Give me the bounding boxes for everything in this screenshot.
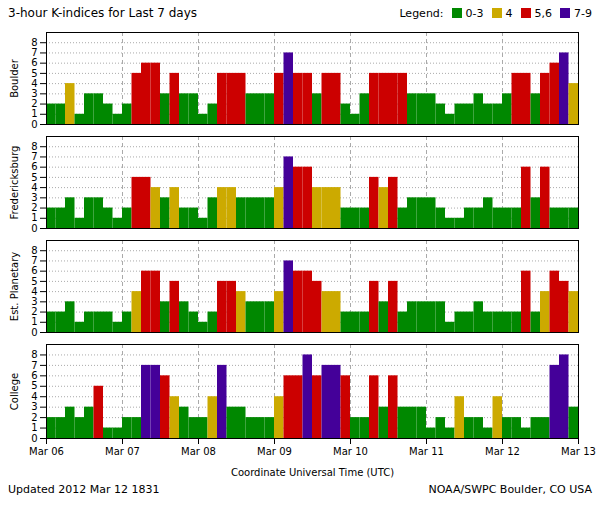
svg-text:6: 6: [31, 57, 37, 68]
svg-text:Mar 13: Mar 13: [561, 446, 596, 457]
svg-text:Coordinate Universal Time (UTC: Coordinate Universal Time (UTC): [231, 467, 394, 478]
svg-text:3: 3: [31, 88, 37, 99]
svg-text:8: 8: [31, 141, 37, 152]
svg-text:8: 8: [31, 245, 37, 256]
svg-text:4: 4: [31, 182, 37, 193]
svg-text:Est. Planetary: Est. Planetary: [9, 252, 20, 321]
html-text:7-9: 7-9: [574, 6, 592, 20]
svg-text:Boulder: Boulder: [9, 58, 20, 98]
svg-text:5: 5: [31, 276, 37, 287]
html-text:Legend:: Legend:: [399, 6, 444, 20]
svg-text:1: 1: [31, 422, 37, 433]
html-text:3-hour K-indices for Last 7 da: 3-hour K-indices for Last 7 days: [8, 6, 197, 20]
html-text:0-3: 0-3: [465, 6, 484, 20]
svg-text:3: 3: [31, 192, 37, 203]
svg-text:8: 8: [31, 37, 37, 48]
svg-text:5: 5: [31, 380, 37, 391]
svg-text:7: 7: [31, 47, 37, 58]
svg-text:2: 2: [31, 202, 37, 213]
svg-text:2: 2: [31, 412, 37, 423]
svg-text:4: 4: [31, 391, 37, 402]
svg-text:7: 7: [31, 151, 37, 162]
svg-text:Mar 11: Mar 11: [409, 446, 444, 457]
svg-text:College: College: [9, 373, 20, 410]
svg-text:6: 6: [31, 370, 37, 381]
svg-text:1: 1: [31, 108, 37, 119]
svg-text:4: 4: [31, 286, 37, 297]
svg-text:0: 0: [31, 327, 37, 338]
svg-text:0: 0: [31, 119, 37, 130]
svg-text:Mar 08: Mar 08: [181, 446, 216, 457]
html-text:Updated 2012 Mar 12 1831: Updated 2012 Mar 12 1831: [8, 482, 160, 496]
svg-text:1: 1: [31, 316, 37, 327]
svg-text:8: 8: [31, 349, 37, 360]
svg-text:Fredericksburg: Fredericksburg: [9, 146, 20, 220]
svg-text:Mar 07: Mar 07: [105, 446, 140, 457]
svg-text:5: 5: [31, 68, 37, 79]
svg-text:Mar 09: Mar 09: [257, 446, 292, 457]
html-text:NOAA/SWPC Boulder, CO USA: NOAA/SWPC Boulder, CO USA: [428, 482, 592, 496]
svg-text:7: 7: [31, 360, 37, 371]
svg-text:6: 6: [31, 265, 37, 276]
svg-text:7: 7: [31, 255, 37, 266]
svg-text:Mar 12: Mar 12: [485, 446, 520, 457]
svg-text:1: 1: [31, 212, 37, 223]
svg-text:3: 3: [31, 296, 37, 307]
svg-text:3: 3: [31, 401, 37, 412]
html-text:5,6: 5,6: [534, 6, 552, 20]
svg-text:2: 2: [31, 98, 37, 109]
svg-text:0: 0: [31, 223, 37, 234]
svg-text:4: 4: [31, 78, 37, 89]
svg-text:2: 2: [31, 306, 37, 317]
svg-text:5: 5: [31, 172, 37, 183]
html-text:4: 4: [505, 6, 513, 20]
svg-text:Mar 06: Mar 06: [29, 446, 64, 457]
svg-text:6: 6: [31, 161, 37, 172]
svg-text:Mar 10: Mar 10: [333, 446, 368, 457]
svg-text:0: 0: [31, 433, 37, 444]
